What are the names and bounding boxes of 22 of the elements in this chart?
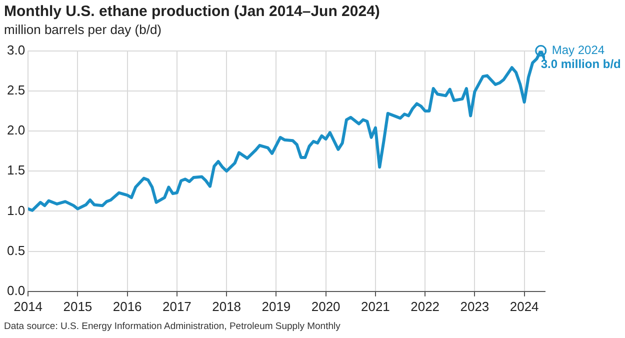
x-tick-label: 2015 bbox=[63, 298, 92, 314]
y-tick-label: 2.5 bbox=[6, 82, 26, 98]
x-tick-label: 2023 bbox=[460, 298, 490, 314]
y-tick-label: 0.5 bbox=[6, 242, 26, 258]
y-tick-label: 1.5 bbox=[6, 162, 26, 178]
source-note: Data source: U.S. Energy Information Administration, Petroleum Supply Monthly bbox=[4, 321, 340, 332]
y-tick-label: 2.0 bbox=[6, 122, 26, 138]
x-tick-label: 2016 bbox=[112, 298, 142, 314]
x-tick-label: 2017 bbox=[162, 298, 192, 314]
x-tick-label: 2018 bbox=[212, 298, 242, 314]
x-tick-label: 2020 bbox=[311, 298, 340, 314]
annotation: May 2024 3.0 million b/d bbox=[540, 43, 621, 72]
chart-title: Monthly U.S. ethane production (Jan 2014–Jun 2024) bbox=[4, 3, 380, 20]
y-tick-label: 3.0 bbox=[6, 42, 26, 58]
y-tick-label: 1.0 bbox=[6, 202, 26, 218]
x-tick-label: 2024 bbox=[510, 298, 539, 314]
x-tick-label: 2014 bbox=[14, 298, 43, 314]
x-tick-label: 2019 bbox=[262, 298, 291, 314]
y-tick-label: 0.0 bbox=[6, 282, 26, 298]
y-axis-title: million barrels per day (b/d) bbox=[4, 22, 162, 37]
x-tick-label: 2022 bbox=[410, 298, 440, 314]
x-tick-label: 2021 bbox=[360, 298, 390, 314]
